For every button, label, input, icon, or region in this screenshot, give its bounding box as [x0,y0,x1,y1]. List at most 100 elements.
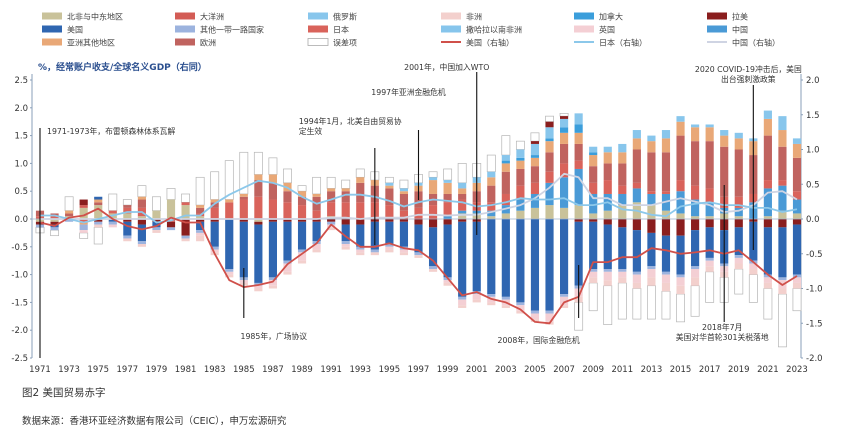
bar-segment [399,219,409,222]
figure-caption: 图2 美国贸易赤字 [22,387,106,399]
bar-segment [676,121,685,136]
bar-error-term [501,135,511,156]
bar-segment [501,305,510,308]
x-tick-label: 1985 [233,365,255,375]
bar-segment [196,216,205,219]
bar-segment [734,263,743,270]
x-tick-label: 2023 [786,365,808,375]
bar-segment [676,180,685,192]
bar-segment [763,135,772,181]
bar-segment [792,213,802,219]
bar-segment [763,219,772,228]
bar-segment [560,177,569,208]
bar-segment [428,269,438,272]
bar-segment [618,193,627,206]
bar-segment [268,174,277,183]
bar-segment [297,196,307,206]
bar-segment [137,216,146,219]
bar-error-term [181,193,191,203]
bar-segment [123,207,132,214]
bar-segment [254,196,263,219]
bar-segment [778,210,787,219]
bar-segment [458,305,467,308]
bar-segment [516,149,525,158]
bar-segment [734,219,743,228]
bar-segment [618,277,627,283]
bar-segment [574,219,583,222]
bar-segment [647,219,656,233]
bar-segment [661,282,671,292]
bar-segment [589,146,598,153]
bar-segment [574,124,583,133]
bar-segment [399,249,409,253]
right-tick-label: -2.0 [806,354,823,364]
bar-segment [632,219,641,231]
bar-segment [516,210,525,219]
x-tick-label: 1993 [349,365,371,375]
bar-error-term [778,293,787,348]
bar-segment [152,219,161,222]
bar-segment [749,263,758,270]
line-series [39,207,798,325]
bar-segment [647,232,656,267]
legend-swatch [707,25,727,33]
bar-segment [458,210,467,214]
bar-segment [385,221,394,245]
bar-segment [705,127,714,142]
bar-segment [763,277,772,283]
x-tick-label: 1989 [291,365,313,375]
legend-swatch [574,12,594,20]
x-tick-label: 2013 [641,365,663,375]
legend-label: 欧洲 [200,38,216,48]
x-tick-label: 1999 [437,365,459,375]
bar-segment [341,246,350,250]
bar-error-term [428,171,438,178]
x-tick-label: 2017 [699,365,721,375]
bar-segment [589,155,598,167]
bar-segment [94,221,103,225]
bar-segment [603,146,612,153]
bar-error-term [646,285,656,320]
bar-segment [734,207,743,217]
legend-swatch [42,38,62,46]
bar-segment [618,271,627,278]
bar-segment [632,230,641,272]
bar-segment [370,249,379,253]
bar-segment [399,210,409,219]
bar-segment [501,171,510,194]
bar-error-term [355,168,365,178]
bar-segment [763,274,772,278]
bar-segment [79,199,88,206]
bar-segment [79,205,88,208]
bar-segment [589,221,598,270]
bar-segment [589,213,598,219]
legend-label: 其他一带一路国家 [200,25,264,35]
bar-segment [560,132,569,144]
bar-segment [501,155,510,161]
bar-segment [268,277,277,281]
bar-segment [428,219,438,228]
bar-segment [50,221,59,225]
bar-segment [341,241,350,245]
bar-segment [268,219,277,222]
bar-segment [254,219,263,222]
bar-segment [181,219,190,236]
bar-segment [763,110,772,119]
bar-segment [545,127,554,139]
bar-error-term [253,151,263,175]
bar-segment [414,252,423,256]
bar-segment [792,143,802,158]
bar-segment [414,255,423,258]
bar-segment [123,219,132,222]
bar-segment [589,269,598,272]
left-tick-label: 1.5 [14,132,28,142]
bar-segment [487,302,496,306]
bar-segment [210,207,219,219]
bar-segment [560,118,569,128]
bar-segment [603,152,612,164]
bar-segment [661,130,671,139]
bar-segment [501,193,510,206]
bar-segment [691,185,700,200]
bar-segment [196,207,205,214]
bar-segment [399,193,409,211]
